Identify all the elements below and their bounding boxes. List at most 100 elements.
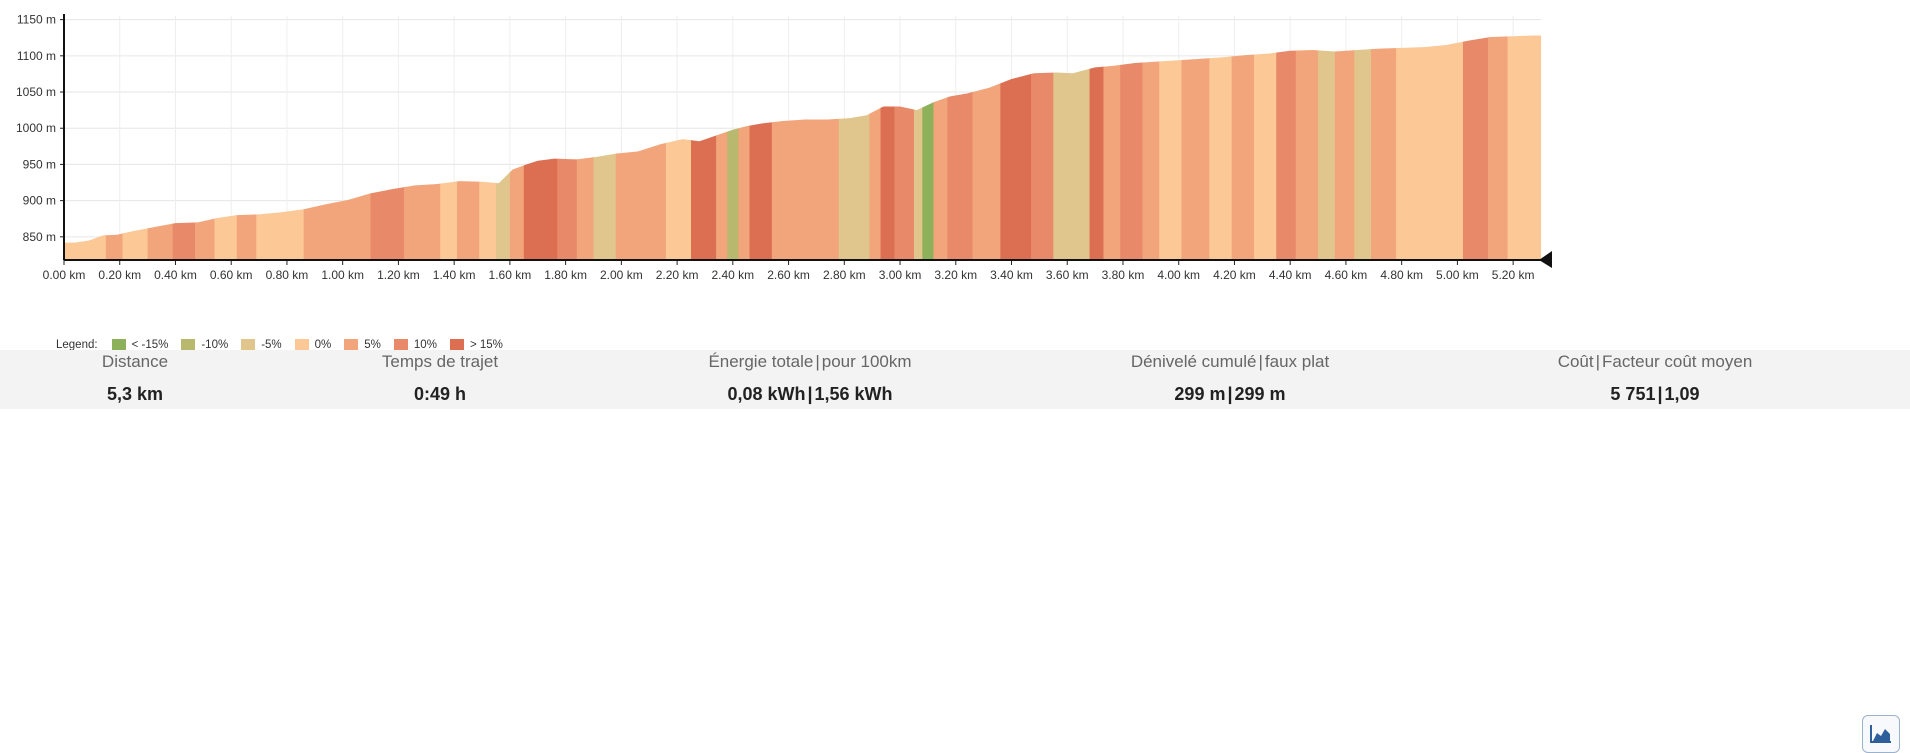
grade-segment (1231, 35, 1255, 260)
grade-segment (172, 35, 196, 260)
elevation-chart: 850 m 900 m 950 m 1000 m 1050 m 1100 m 1150 m 0… (0, 0, 1910, 350)
stat-label-part: faux plat (1264, 352, 1330, 371)
grade-segment (1089, 35, 1105, 260)
grade-segment (1159, 35, 1183, 260)
legend-swatch (449, 339, 464, 351)
stat-label: Dénivelé cumulé | faux plat (1105, 352, 1355, 372)
grade-segment (869, 35, 882, 260)
legend-label: -5% (261, 339, 282, 351)
legend-swatch (393, 339, 408, 351)
legend-item: 10% (393, 339, 437, 351)
grade-segment (1507, 35, 1541, 260)
x-tick-label: 4.40 km (1269, 268, 1312, 282)
grade-segment (576, 35, 595, 260)
x-tick-label: 1.40 km (433, 268, 476, 282)
stat-energy: Énergie totale | pour 100km 0,08 kWh | 1,56 … (680, 350, 940, 409)
grade-segment (1142, 35, 1160, 260)
grade-segment (303, 35, 333, 260)
grade-segment (1000, 35, 1032, 260)
grade-segment (479, 35, 497, 260)
legend-item: > 15% (449, 339, 503, 351)
x-tick-label: 1.00 km (321, 268, 364, 282)
tick-labels: 850 m 900 m 950 m 1000 m 1050 m 1100 m 1150 m 0… (16, 13, 1535, 282)
grade-segment (1120, 35, 1144, 260)
legend-swatch (294, 339, 309, 351)
y-tick-label: 900 m (23, 194, 56, 208)
x-tick-label: 3.60 km (1046, 268, 1089, 282)
grade-segment (838, 35, 870, 260)
area-chart-icon (1870, 725, 1891, 743)
stat-distance: Distance 5,3 km (60, 350, 210, 409)
grade-segment (403, 35, 441, 260)
grade-segment (1031, 35, 1054, 260)
x-tick-label: 0.20 km (98, 268, 141, 282)
grade-segment (122, 35, 149, 260)
stat-label-part: Facteur coût moyen (1602, 352, 1753, 371)
x-tick-label: 2.20 km (656, 268, 699, 282)
grade-segment (771, 35, 840, 260)
legend-item: -10% (181, 339, 228, 351)
stat-elevation: Dénivelé cumulé | faux plat 299 m | 299 m (1105, 350, 1355, 409)
grade-segment (1053, 35, 1091, 260)
x-tick-label: 1.60 km (489, 268, 532, 282)
grade-segment (738, 35, 751, 260)
x-tick-label: 1.80 km (544, 268, 587, 282)
legend-label: > 15% (469, 339, 503, 351)
stat-label: Coût | Facteur coût moyen (1525, 352, 1785, 372)
grade-segment (1334, 35, 1355, 260)
grade-segment (615, 35, 667, 260)
grade-segment (105, 35, 124, 260)
grade-segment (1103, 35, 1121, 260)
stat-value-part: 0,08 kWh (727, 384, 806, 404)
y-tick-label: 1000 m (16, 121, 56, 135)
grade-segment (894, 35, 915, 260)
x-tick-label: 5.00 km (1436, 268, 1479, 282)
grade-segment (913, 35, 923, 260)
grade-segment (1209, 35, 1233, 260)
elevation-chart-svg: 850 m 900 m 950 m 1000 m 1050 m 1100 m 1150 m 0… (16, 13, 1552, 282)
x-tick-label: 1.20 km (377, 268, 420, 282)
grade-segment (922, 35, 935, 260)
grade-segment (1371, 35, 1397, 260)
x-tick-label: 3.40 km (990, 268, 1033, 282)
legend-label: 0% (314, 339, 332, 351)
grade-segment (147, 35, 174, 260)
grade-segment (716, 35, 728, 260)
y-tick-label: 1100 m (17, 49, 56, 63)
x-tick-label: 0.40 km (154, 268, 197, 282)
stat-label: Distance (101, 352, 169, 371)
grade-segment (691, 35, 717, 260)
stat-value: 0:49 h (413, 384, 467, 404)
grade-segment (194, 35, 216, 260)
stat-value-part: 1,56 kWh (814, 384, 893, 404)
grade-segment (933, 35, 949, 260)
legend-item: 5% (344, 339, 381, 351)
stat-label: Énergie totale | pour 100km (680, 352, 940, 372)
grade-segment (1488, 35, 1509, 260)
grade-segment (1462, 35, 1489, 260)
x-tick-label: 2.00 km (600, 268, 643, 282)
stat-value: 0,08 kWh | 1,56 kWh (680, 384, 940, 405)
elevation-profile-button[interactable] (1862, 715, 1900, 753)
grade-segment (727, 35, 740, 260)
grade-segment (972, 35, 1001, 260)
y-tick-label: 950 m (23, 157, 56, 171)
legend-item: -5% (241, 339, 282, 351)
grade-segment (214, 35, 238, 260)
separator: | (807, 384, 813, 404)
separator: | (1657, 384, 1663, 404)
x-tick-label: 4.20 km (1213, 268, 1256, 282)
grade-segment (1446, 35, 1464, 260)
y-tick-label: 850 m (23, 230, 56, 244)
grade-segment (557, 35, 578, 260)
stat-label-part: pour 100km (821, 352, 912, 371)
separator: | (1227, 384, 1233, 404)
grade-segment (1253, 35, 1277, 260)
legend: Legend: < -15% -10% -5% 0% 5% 10% > 15% (56, 337, 516, 353)
grade-segment (256, 35, 305, 260)
grade-segment (1396, 35, 1422, 260)
grade-segment (665, 35, 692, 260)
grade-segment (880, 35, 896, 260)
grade-segment (523, 35, 558, 260)
grade-segment (64, 35, 107, 260)
